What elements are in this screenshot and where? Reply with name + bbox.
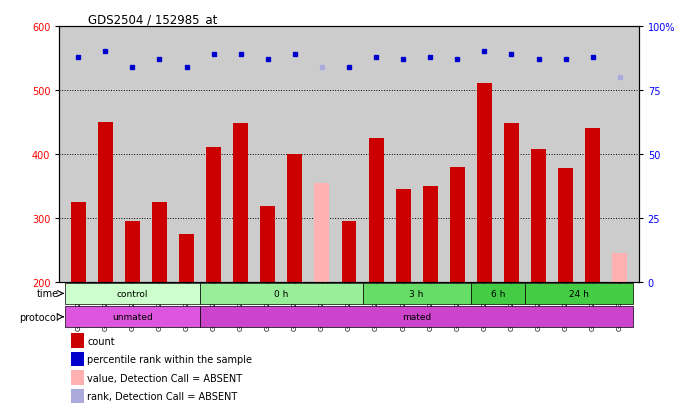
Bar [558,169,573,282]
Bar [200,283,362,304]
Bar [315,183,329,282]
Bar [71,389,84,403]
Bar [423,186,438,282]
Text: protocol: protocol [19,312,59,322]
Bar [531,150,546,282]
Bar [152,202,167,282]
Bar [260,207,275,282]
Bar [396,190,410,282]
Text: unmated: unmated [112,313,153,321]
Bar [71,352,84,366]
Bar [200,306,633,328]
Bar [65,283,200,304]
Bar [71,370,84,385]
Text: percentile rank within the sample: percentile rank within the sample [87,354,252,364]
Text: rank, Detection Call = ABSENT: rank, Detection Call = ABSENT [87,391,237,401]
Text: GDS2504 / 152985_at: GDS2504 / 152985_at [88,13,218,26]
Text: 0 h: 0 h [274,289,288,298]
Bar [125,221,140,282]
Bar [71,333,84,348]
Bar [288,154,302,282]
Bar [341,221,357,282]
Bar [65,306,200,328]
Bar [477,84,492,282]
Text: count: count [87,336,114,346]
Text: control: control [117,289,148,298]
Text: mated: mated [402,313,431,321]
Bar [362,283,471,304]
Bar [233,124,248,282]
Bar [70,202,86,282]
Bar [471,283,525,304]
Bar [369,138,383,282]
Bar [98,123,113,282]
Bar [612,253,628,282]
Bar [585,129,600,282]
Text: time: time [37,289,59,299]
Text: 24 h: 24 h [569,289,589,298]
Text: 3 h: 3 h [410,289,424,298]
Text: value, Detection Call = ABSENT: value, Detection Call = ABSENT [87,373,242,382]
Bar [450,167,465,282]
Bar [504,124,519,282]
Bar [179,234,194,282]
Bar [206,148,221,282]
Text: 6 h: 6 h [491,289,505,298]
Bar [525,283,633,304]
